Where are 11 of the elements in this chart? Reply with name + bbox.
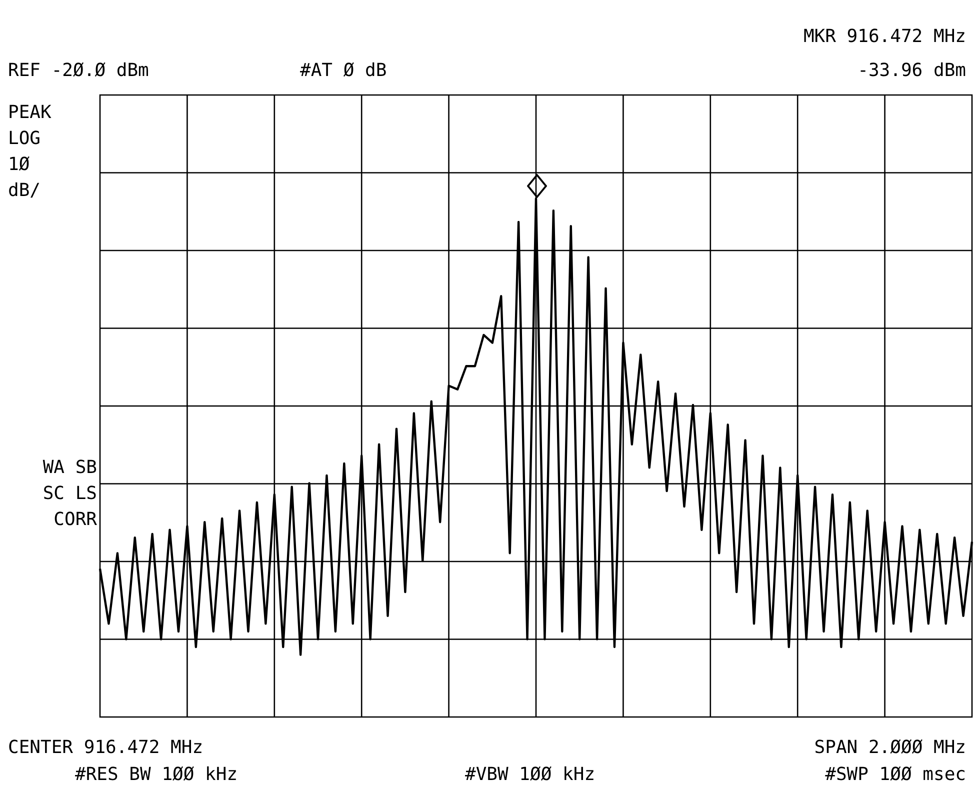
text: WA SB SC LS CORR bbox=[42, 456, 97, 532]
text: #RES BW 1ØØ kHz bbox=[75, 763, 238, 787]
text: #VBW 1ØØ kHz bbox=[465, 763, 596, 787]
text: #SWP 1ØØ msec bbox=[825, 763, 966, 787]
text: PEAK LOG 1Ø dB/ bbox=[8, 101, 52, 203]
text: #AT Ø dB bbox=[300, 59, 387, 83]
text: REF -2Ø.Ø dBm bbox=[8, 59, 149, 83]
text: -33.96 dBm bbox=[858, 59, 966, 83]
text: SPAN 2.ØØØ MHz bbox=[814, 736, 966, 760]
text: MKR 916.472 MHz bbox=[803, 25, 966, 49]
text: CENTER 916.472 MHz bbox=[8, 736, 204, 760]
